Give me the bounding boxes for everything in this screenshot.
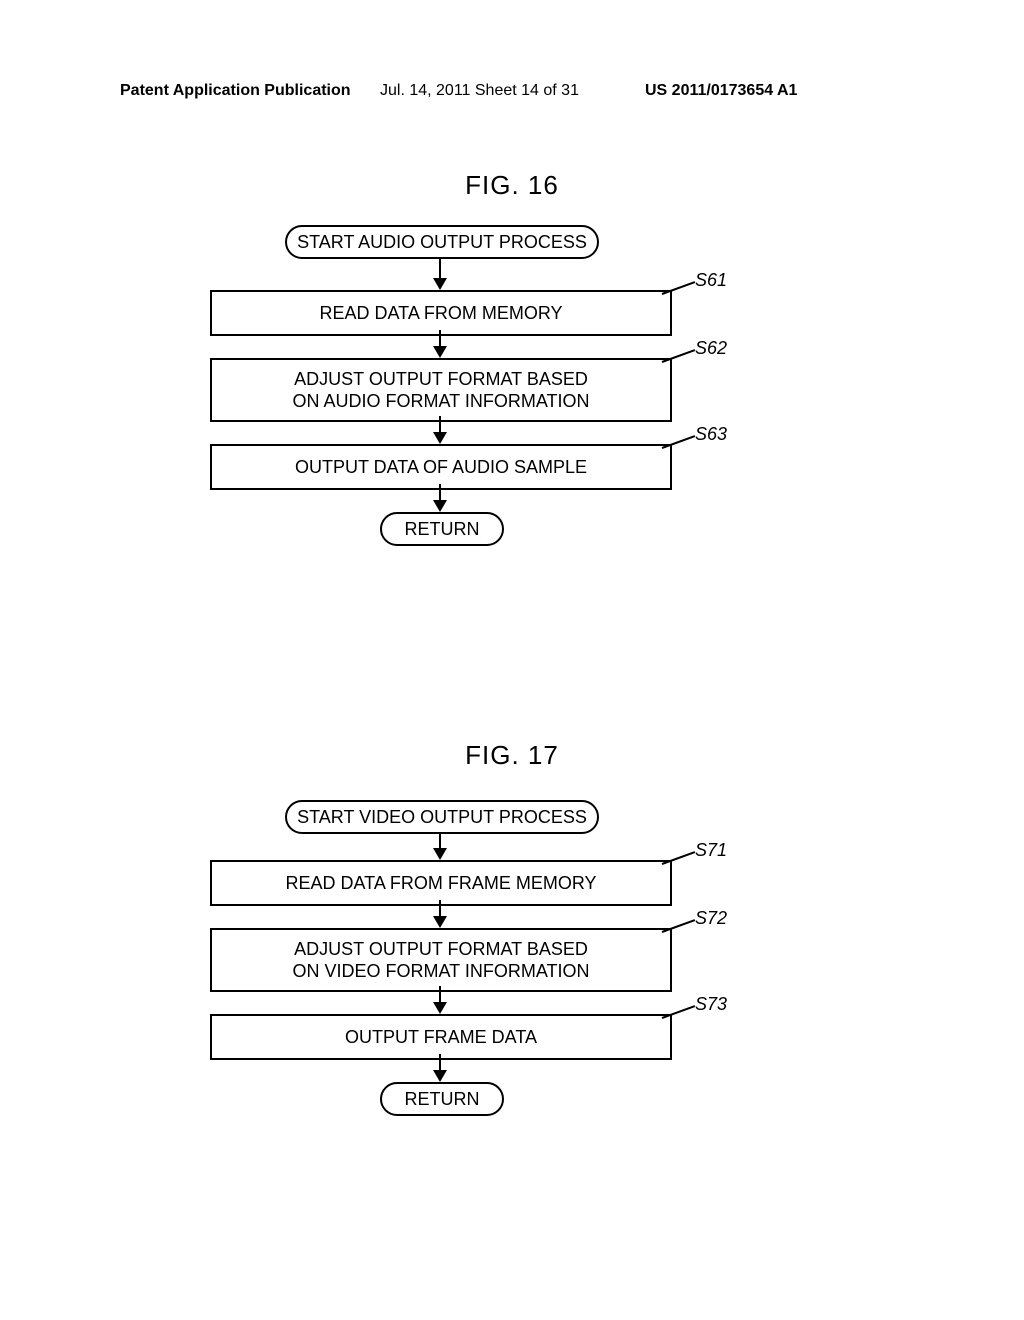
fig16-title: FIG. 16 — [0, 170, 1024, 201]
arrow — [439, 900, 441, 916]
leader-line — [662, 919, 696, 933]
arrow — [439, 416, 441, 432]
header-right: US 2011/0173654 A1 — [645, 82, 797, 100]
arrow-head-icon — [433, 848, 447, 860]
arrow — [439, 1054, 441, 1070]
arrow-head-icon — [433, 1002, 447, 1014]
arrow-head-icon — [433, 1070, 447, 1082]
fig16-s61-box: READ DATA FROM MEMORY — [210, 290, 672, 336]
fig17-s71-box: READ DATA FROM FRAME MEMORY — [210, 860, 672, 906]
arrow — [439, 257, 441, 278]
arrow-head-icon — [433, 432, 447, 444]
fig16-s63-box: OUTPUT DATA OF AUDIO SAMPLE — [210, 444, 672, 490]
leader-line — [662, 1005, 696, 1019]
fig17-s73-label: S73 — [695, 994, 727, 1015]
fig17-s73-box: OUTPUT FRAME DATA — [210, 1014, 672, 1060]
arrow-head-icon — [433, 278, 447, 290]
fig17-s71-label: S71 — [695, 840, 727, 861]
fig17-s72-label: S72 — [695, 908, 727, 929]
arrow — [439, 330, 441, 346]
arrow — [439, 986, 441, 1002]
leader-line — [662, 435, 696, 449]
fig17-start: START VIDEO OUTPUT PROCESS — [285, 800, 599, 834]
arrow-head-icon — [433, 500, 447, 512]
header-mid: Jul. 14, 2011 Sheet 14 of 31 — [380, 82, 579, 100]
fig16-s61-label: S61 — [695, 270, 727, 291]
fig16-start: START AUDIO OUTPUT PROCESS — [285, 225, 599, 259]
header-left: Patent Application Publication — [120, 82, 351, 100]
leader-line — [662, 281, 696, 295]
fig17-s72-box: ADJUST OUTPUT FORMAT BASEDON VIDEO FORMA… — [210, 928, 672, 992]
arrow-head-icon — [433, 916, 447, 928]
fig16-s62-box: ADJUST OUTPUT FORMAT BASEDON AUDIO FORMA… — [210, 358, 672, 422]
fig16-s62-label: S62 — [695, 338, 727, 359]
leader-line — [662, 349, 696, 363]
fig16-return: RETURN — [380, 512, 504, 546]
fig17-title: FIG. 17 — [0, 740, 1024, 771]
arrow — [439, 832, 441, 848]
fig16-s63-label: S63 — [695, 424, 727, 445]
arrow — [439, 484, 441, 500]
arrow-head-icon — [433, 346, 447, 358]
leader-line — [662, 851, 696, 865]
fig17-return: RETURN — [380, 1082, 504, 1116]
